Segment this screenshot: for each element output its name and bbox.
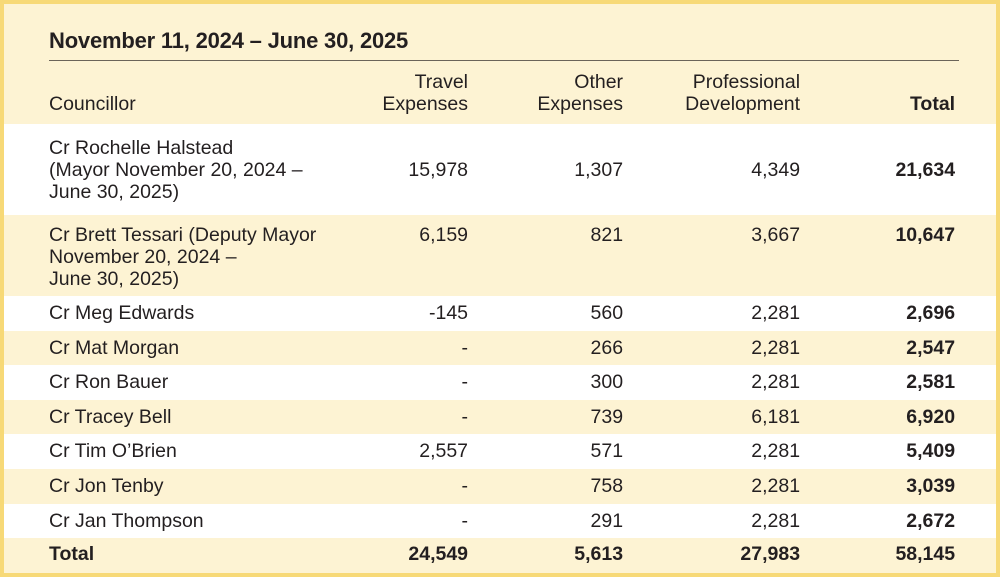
prof-dev-cell: 2,281 bbox=[751, 474, 801, 497]
total-cell: 6,920 bbox=[906, 405, 956, 428]
councillor-name: Cr Jon Tenby bbox=[49, 474, 164, 497]
totals-label: Total bbox=[49, 543, 95, 566]
travel-cell: - bbox=[461, 336, 469, 359]
councillor-expenses-table: Councillor Travel Expenses Other Expenses … bbox=[4, 64, 996, 574]
header-prof-dev-line1: Professional bbox=[692, 71, 801, 93]
table-row: Cr Jon Tenby - 758 2,281 3,039 bbox=[4, 468, 996, 504]
travel-cell: - bbox=[461, 371, 469, 394]
councillor-name: Cr Rochelle Halstead (Mayor November 20, … bbox=[4, 124, 329, 215]
row-spacer bbox=[955, 400, 996, 435]
councillor-name: Cr Tim O’Brien bbox=[49, 440, 177, 463]
table-row: Cr Brett Tessari (Deputy Mayor November 2… bbox=[4, 215, 996, 296]
title-divider bbox=[49, 60, 959, 61]
name-line: Cr Rochelle Halstead bbox=[49, 137, 234, 159]
total-cell: 21,634 bbox=[895, 159, 956, 181]
prof-dev-cell: 2,281 bbox=[751, 371, 801, 394]
travel-cell: - bbox=[461, 509, 469, 532]
grand-total: 58,145 bbox=[895, 543, 956, 566]
row-spacer bbox=[955, 365, 996, 400]
row-spacer bbox=[955, 124, 996, 215]
header-prof-dev: Professional Development bbox=[623, 64, 800, 124]
table-row: Cr Mat Morgan - 266 2,281 2,547 bbox=[4, 330, 996, 366]
travel-cell: 6,159 bbox=[419, 224, 469, 246]
table-row: Cr Tim O’Brien 2,557 571 2,281 5,409 bbox=[4, 434, 996, 469]
row-spacer bbox=[955, 296, 996, 331]
other-cell: 739 bbox=[590, 405, 624, 428]
header-councillor: Councillor bbox=[49, 93, 136, 115]
table-row: Cr Rochelle Halstead (Mayor November 20, … bbox=[4, 124, 996, 215]
travel-cell: 2,557 bbox=[419, 440, 469, 463]
header-travel-line2: Expenses bbox=[382, 93, 469, 115]
other-cell: 821 bbox=[590, 224, 624, 246]
row-spacer bbox=[955, 331, 996, 366]
prof-dev-cell: 2,281 bbox=[751, 336, 801, 359]
total-cell: 3,039 bbox=[906, 474, 956, 497]
table-row: Cr Ron Bauer - 300 2,281 2,581 bbox=[4, 365, 996, 400]
other-cell: 560 bbox=[590, 302, 624, 324]
other-cell: 300 bbox=[590, 371, 624, 394]
prof-dev-cell: 6,181 bbox=[751, 405, 801, 428]
councillor-name: Cr Ron Bauer bbox=[49, 371, 169, 394]
other-cell: 291 bbox=[590, 509, 624, 532]
prof-dev-cell: 2,281 bbox=[751, 440, 801, 463]
travel-cell: -145 bbox=[429, 302, 469, 324]
header-prof-dev-line2: Development bbox=[685, 93, 801, 115]
councillor-name: Cr Mat Morgan bbox=[49, 336, 180, 359]
travel-cell: - bbox=[461, 474, 469, 497]
councillor-name: Cr Brett Tessari (Deputy Mayor November 2… bbox=[4, 215, 329, 296]
councillor-name: Cr Meg Edwards bbox=[49, 302, 195, 324]
header-travel-line1: Travel bbox=[414, 71, 469, 93]
name-line: (Mayor November 20, 2024 – bbox=[49, 159, 303, 181]
row-spacer bbox=[955, 215, 996, 296]
table-row: Cr Jan Thompson - 291 2,281 2,672 bbox=[4, 503, 996, 539]
other-total: 5,613 bbox=[574, 543, 624, 566]
header-travel: Travel Expenses bbox=[329, 64, 468, 124]
other-cell: 266 bbox=[590, 336, 624, 359]
prof-dev-cell: 4,349 bbox=[751, 159, 801, 181]
travel-cell: - bbox=[461, 405, 469, 428]
name-line: June 30, 2025) bbox=[49, 181, 180, 203]
prof-dev-cell: 2,281 bbox=[751, 302, 801, 324]
other-cell: 1,307 bbox=[574, 159, 624, 181]
header-total: Total bbox=[909, 93, 956, 115]
row-spacer bbox=[955, 469, 996, 504]
other-cell: 758 bbox=[590, 474, 624, 497]
table-row: Cr Tracey Bell - 739 6,181 6,920 bbox=[4, 399, 996, 435]
name-line: November 20, 2024 – bbox=[49, 246, 237, 268]
table-title: November 11, 2024 – June 30, 2025 bbox=[49, 28, 409, 53]
header-other-line1: Other bbox=[574, 71, 624, 93]
name-line: June 30, 2025) bbox=[49, 268, 180, 290]
travel-cell: 15,978 bbox=[408, 159, 469, 181]
other-cell: 571 bbox=[590, 440, 624, 463]
name-line: Cr Brett Tessari (Deputy Mayor bbox=[49, 224, 317, 246]
total-cell: 2,547 bbox=[906, 336, 956, 359]
total-cell: 5,409 bbox=[906, 440, 956, 463]
total-cell: 2,696 bbox=[906, 302, 956, 324]
councillor-name: Cr Jan Thompson bbox=[49, 509, 204, 532]
header-row: Councillor Travel Expenses Other Expenses … bbox=[4, 64, 996, 124]
prof-dev-cell: 2,281 bbox=[751, 509, 801, 532]
row-spacer bbox=[955, 504, 996, 539]
total-cell: 2,672 bbox=[906, 509, 956, 532]
table-row: Cr Meg Edwards -145 560 2,281 2,696 bbox=[4, 296, 996, 331]
row-spacer bbox=[955, 538, 996, 573]
total-cell: 2,581 bbox=[906, 371, 956, 394]
prof-dev-cell: 3,667 bbox=[751, 224, 801, 246]
totals-row: Total 24,549 5,613 27,983 58,145 bbox=[4, 538, 996, 574]
header-spacer bbox=[955, 64, 996, 124]
total-cell: 10,647 bbox=[895, 224, 956, 246]
header-other: Other Expenses bbox=[468, 64, 623, 124]
row-spacer bbox=[955, 434, 996, 469]
header-other-line2: Expenses bbox=[537, 93, 624, 115]
prof-dev-total: 27,983 bbox=[740, 543, 801, 566]
travel-total: 24,549 bbox=[408, 543, 469, 566]
councillor-name: Cr Tracey Bell bbox=[49, 405, 172, 428]
